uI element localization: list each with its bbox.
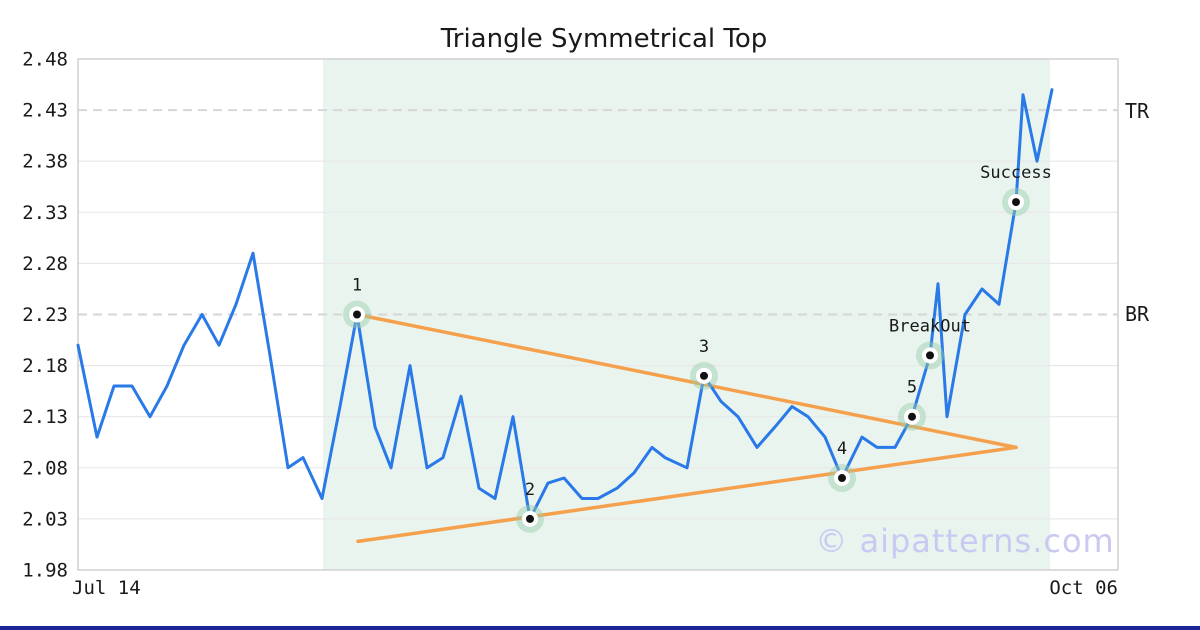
y-tick-label: 2.08 <box>22 457 68 479</box>
pattern-point-label: 3 <box>699 337 709 357</box>
footer-bar <box>0 626 1200 630</box>
watermark: © aipatterns.com <box>815 522 1114 560</box>
price-line <box>76 88 1054 521</box>
pattern-marker-dot <box>1012 198 1020 207</box>
y-tick-label: 2.03 <box>22 508 68 530</box>
pattern-point-label: Success <box>980 163 1052 183</box>
plot-border <box>77 58 1119 571</box>
target-level-label: TR <box>1125 99 1150 123</box>
x-tick-start: Jul 14 <box>72 577 141 599</box>
pattern-marker-dot <box>838 474 846 483</box>
pattern-marker-dot <box>908 412 916 421</box>
x-tick-end: Oct 06 <box>1049 577 1118 599</box>
y-tick-label: 2.18 <box>22 355 68 377</box>
pattern-marker-dot <box>526 514 534 523</box>
lower-trendline <box>356 445 1018 544</box>
y-tick-label: 1.98 <box>22 560 68 582</box>
y-tick-label: 2.28 <box>22 253 68 275</box>
y-tick-label: 2.38 <box>22 151 68 173</box>
y-tick-label: 2.33 <box>22 202 68 224</box>
pattern-point-label: 2 <box>525 480 535 500</box>
pattern-point-label: BreakOut <box>889 316 971 336</box>
chart-title: Triangle Symmetrical Top <box>440 24 768 54</box>
y-tick-label: 2.48 <box>22 49 68 71</box>
pattern-point-label: 5 <box>907 378 917 398</box>
breakout-level-label: BR <box>1125 302 1150 326</box>
y-tick-label: 2.13 <box>22 406 68 428</box>
pattern-marker-dot <box>926 351 934 360</box>
y-tick-label: 2.23 <box>22 304 68 326</box>
pattern-marker-dot <box>353 310 361 319</box>
pattern-marker-dot <box>700 371 708 380</box>
y-tick-label: 2.43 <box>22 100 68 122</box>
pattern-point-label: 4 <box>837 439 847 459</box>
pattern-point-label: 1 <box>352 276 362 296</box>
